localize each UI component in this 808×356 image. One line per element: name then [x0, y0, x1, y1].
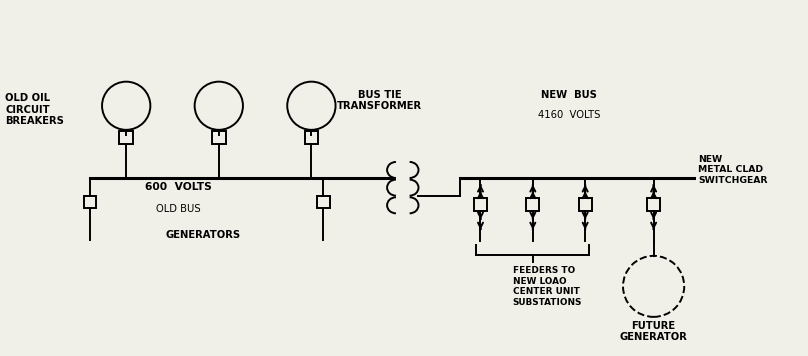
- Bar: [212, 131, 225, 144]
- Text: FUTURE
GENERATOR: FUTURE GENERATOR: [620, 321, 688, 342]
- Bar: [305, 131, 318, 144]
- Text: GENERATORS: GENERATORS: [165, 230, 240, 240]
- Bar: [120, 131, 133, 144]
- Text: 4160  VOLTS: 4160 VOLTS: [538, 110, 600, 120]
- Text: OLD BUS: OLD BUS: [156, 204, 201, 214]
- Text: FEEDERS TO
NEW LOAO
CENTER UNIT
SUBSTATIONS: FEEDERS TO NEW LOAO CENTER UNIT SUBSTATI…: [513, 266, 582, 307]
- Text: BUS TIE
TRANSFORMER: BUS TIE TRANSFORMER: [337, 90, 423, 111]
- Text: OLD OIL
CIRCUIT
BREAKERS: OLD OIL CIRCUIT BREAKERS: [6, 93, 65, 126]
- Text: 600  VOLTS: 600 VOLTS: [145, 182, 212, 192]
- Bar: [647, 198, 660, 211]
- Bar: [84, 196, 96, 208]
- Text: NEW  BUS: NEW BUS: [541, 90, 597, 100]
- Bar: [579, 198, 591, 211]
- Bar: [474, 198, 487, 211]
- Bar: [526, 198, 539, 211]
- Text: NEW
METAL CLAD
SWITCHGEAR: NEW METAL CLAD SWITCHGEAR: [698, 155, 768, 185]
- Bar: [318, 196, 330, 208]
